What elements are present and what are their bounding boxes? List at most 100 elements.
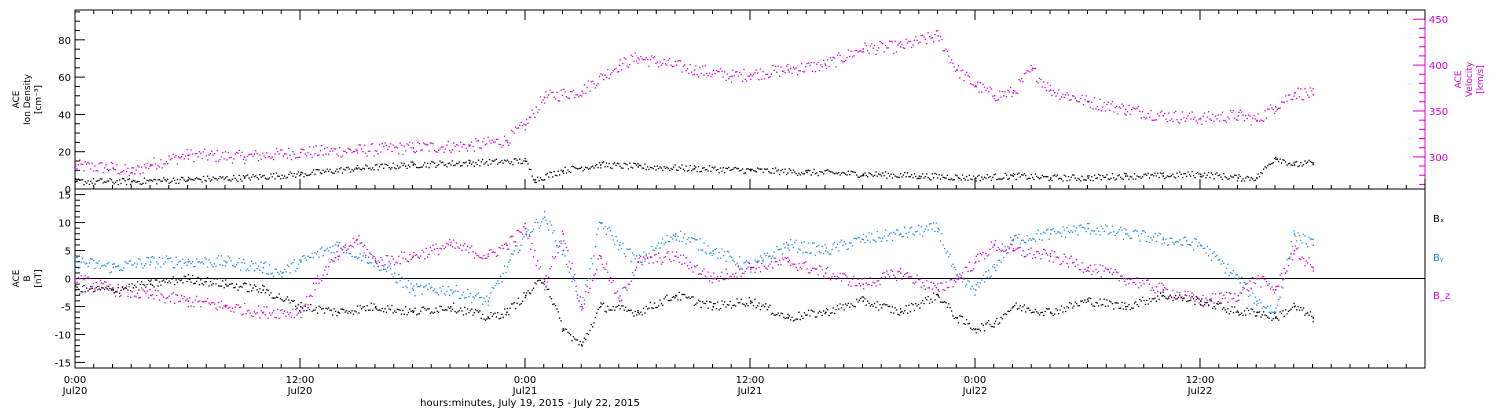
bz-series-point	[779, 259, 780, 260]
velocity-series-point	[76, 168, 77, 169]
bz-series-point	[536, 265, 537, 266]
density-series-point	[404, 163, 405, 164]
velocity-series-point	[303, 149, 304, 150]
density-series-point	[305, 173, 306, 174]
bz-series-point	[312, 296, 313, 297]
bz-series-point	[314, 289, 315, 290]
velocity-series-point	[1097, 106, 1098, 107]
by-series-point	[567, 266, 568, 267]
density-series-point	[969, 175, 970, 176]
bz-series	[75, 223, 1314, 319]
velocity-series-point	[918, 42, 919, 43]
density-series-point	[672, 169, 673, 170]
density-series-point	[1208, 172, 1209, 173]
velocity-series-point	[626, 66, 627, 67]
by-series-point	[1097, 228, 1098, 229]
bz-series-point	[466, 249, 467, 250]
density-series-point	[745, 172, 746, 173]
density-series-point	[265, 178, 266, 179]
by-series-point	[827, 252, 828, 253]
bz-series-point	[130, 297, 131, 298]
bx-series-point	[642, 314, 643, 315]
by-series-vertex	[113, 267, 115, 269]
velocity-series-point	[756, 69, 757, 70]
density-series-point	[1117, 175, 1118, 176]
density-series-point	[340, 167, 341, 168]
bz-series-point	[301, 317, 302, 318]
bx-series-point	[673, 296, 674, 297]
density-series-point	[408, 164, 409, 165]
density-series-point	[922, 173, 923, 174]
velocity-series-vertex	[1125, 109, 1127, 111]
by-series-point	[115, 266, 116, 267]
velocity-series-point	[1031, 65, 1032, 66]
bx-series-point	[727, 304, 728, 305]
bx-series-point	[1160, 293, 1161, 294]
density-series-point	[191, 179, 192, 180]
bx-series-point	[767, 309, 768, 310]
density-series-point	[1071, 177, 1072, 178]
bz-series-point	[338, 259, 339, 260]
density-series-point	[130, 184, 131, 185]
density-series-point	[406, 168, 407, 169]
bz-series-point	[1233, 298, 1234, 299]
by-series-vertex	[863, 239, 865, 241]
velocity-axis-label-line: [km/s]	[1476, 65, 1486, 94]
density-series-point	[380, 164, 381, 165]
velocity-series-point	[1171, 118, 1172, 119]
by-series-point	[147, 257, 148, 258]
velocity-series-point	[837, 54, 838, 55]
density-series-point	[225, 177, 226, 178]
bz-series-point	[1259, 278, 1260, 279]
density-series-point	[1241, 180, 1242, 181]
velocity-series-point	[310, 154, 311, 155]
bx-series-point	[1251, 308, 1252, 309]
velocity-series-point	[142, 172, 143, 173]
bz-series-point	[593, 275, 594, 276]
density-series-point	[1055, 176, 1056, 177]
density-series-point	[1009, 178, 1010, 179]
bz-series-point	[833, 273, 834, 274]
bx-series-point	[229, 284, 230, 285]
bz-series-point	[255, 313, 256, 314]
bz-series-point	[863, 288, 864, 289]
bx-series-point	[694, 305, 695, 306]
velocity-series-point	[912, 45, 913, 46]
velocity-series-point	[94, 166, 95, 167]
by-series-point	[262, 272, 263, 273]
bx-series-point	[725, 306, 726, 307]
density-series-point	[252, 174, 253, 175]
bx-series-point	[207, 277, 208, 278]
bx-series-point	[1307, 312, 1308, 313]
by-series-point	[800, 249, 801, 250]
bx-series-point	[144, 285, 145, 286]
bx-series-vertex	[563, 328, 565, 330]
velocity-series-point	[393, 145, 394, 146]
bx-series-point	[1260, 316, 1261, 317]
bx-series-point	[684, 294, 685, 295]
density-series-point	[587, 167, 588, 168]
by-series-point	[811, 252, 812, 253]
velocity-series-point	[203, 151, 204, 152]
density-series-point	[1260, 172, 1261, 173]
by-series-vertex	[675, 233, 677, 235]
density-series-point	[842, 172, 843, 173]
bz-series-point	[929, 287, 930, 288]
bx-series-point	[783, 317, 784, 318]
by-series-point	[402, 287, 403, 288]
bz-series-point	[818, 274, 819, 275]
bz-series-point	[532, 243, 533, 244]
bx-series-point	[576, 339, 577, 340]
by-series-point	[175, 257, 176, 258]
velocity-series-point	[246, 159, 247, 160]
bx-series-point	[653, 308, 654, 309]
by-series-point	[1273, 312, 1274, 313]
bx-series-point	[1179, 294, 1180, 295]
density-series-point	[171, 181, 172, 182]
density-series-point	[598, 167, 599, 168]
bz-series-point	[1203, 295, 1204, 296]
velocity-series-point	[1137, 108, 1138, 109]
bx-series-point	[1088, 297, 1089, 298]
velocity-series-point	[631, 55, 632, 56]
by-series-point	[1291, 241, 1292, 242]
